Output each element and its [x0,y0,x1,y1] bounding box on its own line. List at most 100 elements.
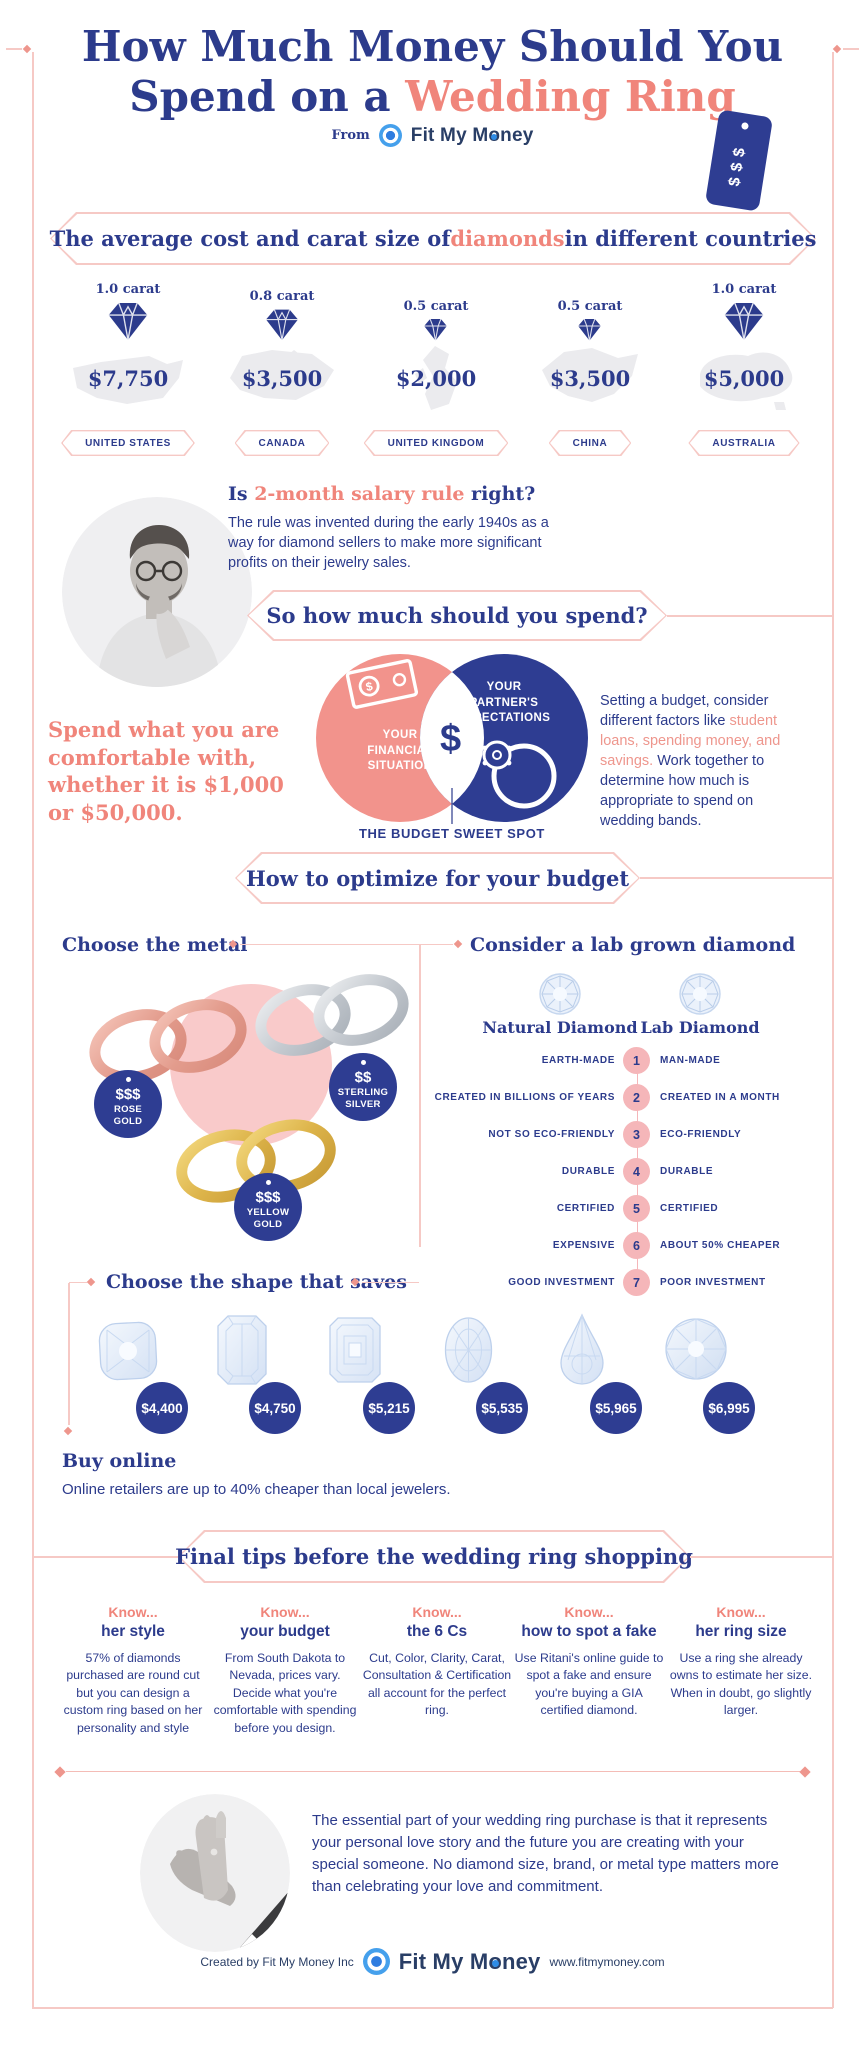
tip-title: her style [101,1623,165,1640]
lab-row-left: NOT SO ECO-FRIENDLY [488,1129,615,1140]
title-line2-accent: Wedding Ring [405,72,736,121]
venn-circles: $ [316,654,588,824]
shapes-left-elbow-line [68,1283,70,1425]
brand-o: o [488,1949,502,1975]
shapes-left-end-diamond [63,1426,73,1436]
lab-row-left: EARTH-MADE [541,1055,615,1066]
gem-radiant [217,1315,267,1385]
metal-tag-price: $$$ [255,1189,281,1207]
country-card-united-kingdom: 0.5 carat $2,000 UNITED KINGDOM [359,278,513,456]
countries-heading-suffix: in different countries [564,226,817,251]
tips-header-line-right [690,1556,833,1558]
salary-rule-body: The rule was invented during the early 1… [228,515,549,571]
brand-text-pre: Fit My M [410,124,489,146]
footer-url: www.fitmymoney.com [549,1954,665,1969]
spend-body: Setting a budget, consider different fac… [600,691,808,831]
tip-card-your-budget: Know... your budget From South Dakota to… [210,1604,360,1737]
lab-row-number: 3 [623,1121,650,1148]
tip-title: your budget [240,1623,330,1640]
lab-row-left: CREATED IN BILLIONS OF YEARS [434,1092,615,1103]
spend-section-header: So how much should you spend? [247,590,667,641]
venn-left-label: YOUR FINANCIAL SITUATION [367,729,433,773]
page-title-line2: Spend on a Wedding Ring [0,72,865,121]
carat-label: 0.5 carat [557,299,623,314]
price-tag-label: $$$ [725,140,750,188]
svg-text:$: $ [364,679,374,694]
metal-tag-name: YELLOW GOLD [246,1207,290,1230]
gem-oval [444,1317,493,1383]
frame-right-line [832,52,834,2008]
diamond-icon [108,302,148,340]
country-price: $3,500 [241,366,323,391]
diamond-icon [578,318,602,341]
shapes-right-dash [362,1282,419,1284]
tip-title: how to spot a fake [521,1623,657,1640]
tip-card-six-cs: Know... the 6 Cs Cut, Color, Clarity, Ca… [362,1604,512,1720]
countries-heading-prefix: The average cost and carat size of [49,226,451,251]
country-name-pill: CHINA [549,430,632,456]
from-label: From [331,128,370,143]
lab-row-right: CERTIFIED [660,1203,719,1214]
spend-body-accent: student loans, spending money, and savin… [600,713,781,769]
lab-diamond-column-label: Lab Diamond [640,1018,760,1037]
natural-diamond-gem-icon [539,973,581,1015]
brand-text-pre: Fit My M [398,1948,489,1974]
salary-heading-suffix: right? [464,483,536,505]
carat-label: 0.8 carat [249,289,315,304]
brand-text-post: ney [500,124,534,146]
tip-kicker: Know... [108,1604,158,1620]
natural-diamond-column-label: Natural Diamond [482,1018,638,1037]
footer-divider-line [66,1771,800,1773]
shapes-left-dash [69,1282,87,1284]
lab-row-right: CREATED IN A MONTH [660,1092,780,1103]
metal-tag-name: STERLING SILVER [337,1087,389,1110]
buy-online-body: Online retailers are up to 40% cheaper t… [62,1481,451,1498]
tip-kicker: Know... [564,1604,614,1620]
footer-credit: Created by Fit My Money Inc [200,1954,354,1969]
lab-connector-line [419,944,453,946]
frame-bottom-line [32,2007,833,2009]
page-title-line1: How Much Money Should You [81,22,784,71]
metal-heading: Choose the metal [62,934,248,956]
tip-body: From South Dakota to Nevada, prices vary… [213,1651,357,1735]
venn-right-label: YOUR PARTNER'S EXPECTATIONS [457,681,551,725]
brand-logo-icon [362,1948,390,1975]
spend-quote: Spend what you are comfortable with, whe… [48,717,284,826]
shape-price: $4,400 [136,1382,188,1434]
sterling-silver-price-tag: $$ STERLING SILVER [329,1053,397,1121]
ring-icon [482,740,557,809]
shape-price: $5,965 [590,1382,642,1434]
metal-tag-price: $$ [354,1069,372,1087]
country-card-china: 0.5 carat $3,500 CHINA [513,278,667,456]
lab-row-right: MAN-MADE [660,1055,721,1066]
tip-card-ring-size: Know... her ring size Use a ring she alr… [666,1604,816,1720]
spend-heading-text: So how much should you spend? [266,603,648,628]
tip-card-her-style: Know... her style 57% of diamonds purcha… [58,1604,208,1737]
tip-body: Use a ring she already owns to estimate … [669,1651,813,1718]
map-united-kingdom-silhouette [415,346,457,410]
country-price: $3,500 [549,366,631,391]
salary-rule-heading: Is 2-month salary rule right? [228,483,535,505]
frame-dash-right [843,48,859,50]
gem-round [665,1318,727,1380]
money-bill-icon: $ [345,659,419,709]
lab-diamond-gem-icon [679,973,721,1015]
metal-tag-price: $$$ [115,1086,141,1104]
tip-body: Use Ritani's online guide to spot a fake… [514,1651,664,1718]
shape-price: $6,995 [703,1382,755,1434]
thinking-man-photo [62,497,252,687]
gem-cushion [98,1321,158,1381]
spend-header-line [667,615,833,617]
diamond-icon [266,309,298,341]
carat-label: 1.0 carat [95,282,161,297]
brand-o: o [488,125,500,147]
tip-body: 57% of diamonds purchased are round cut … [63,1651,203,1735]
lab-row-left: EXPENSIVE [552,1240,615,1251]
brand-text-post: ney [501,1948,541,1974]
budget-venn-diagram: $ YOUR FINANCIAL SITUATION YOUR PARTNER'… [312,640,592,845]
brand-logo-icon [378,124,402,147]
country-price: $7,750 [87,366,169,391]
lab-row-number: 6 [623,1232,650,1259]
tip-kicker: Know... [260,1604,310,1620]
